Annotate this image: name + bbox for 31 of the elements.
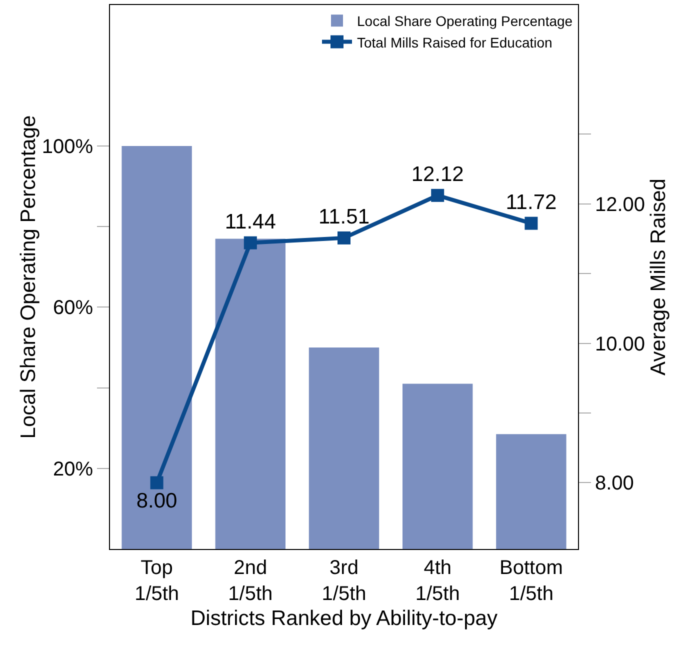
- data-label: 8.00: [136, 490, 178, 513]
- point: [338, 231, 350, 244]
- y2-tick-label: 10.00: [595, 333, 646, 356]
- y2-tick-label: 8.00: [595, 472, 634, 495]
- x-tick-label: Bottom 1/5th: [500, 557, 563, 605]
- x-tick-label: 3rd 1/5th: [322, 557, 366, 605]
- bar: [496, 434, 566, 549]
- y-tick-label: 20%: [52, 458, 94, 480]
- x-tick-label: 2nd 1/5th: [228, 557, 273, 605]
- point: [524, 216, 538, 230]
- data-label: 11.44: [224, 210, 276, 234]
- point: [150, 476, 164, 490]
- bar: [122, 146, 192, 549]
- bar: [308, 348, 380, 549]
- point: [431, 188, 444, 202]
- x-tick-label: 4th 1/5th: [415, 557, 460, 605]
- point: [244, 236, 257, 250]
- y-tick-label: 60%: [52, 297, 94, 320]
- y2-axis-title: Average Mills Raised: [647, 178, 670, 376]
- data-label: 11.51: [318, 206, 370, 229]
- legend-label: Total Mills Raised for Education: [357, 34, 552, 50]
- x-tick-label: Top 1/5th: [134, 557, 180, 605]
- y-axis-title: Local Share Operating Percentage: [16, 115, 40, 439]
- data-label: 11.72: [506, 190, 557, 214]
- bar: [215, 238, 286, 549]
- legend-label: Local Share Operating Percentage: [357, 13, 573, 30]
- x-axis-title: Districts Ranked by Ability-to-pay: [190, 607, 498, 630]
- y-tick-label: 100%: [42, 136, 94, 158]
- data-label: 12.12: [411, 163, 464, 186]
- bar: [402, 384, 473, 549]
- y2-tick-label: 12.00: [595, 194, 646, 216]
